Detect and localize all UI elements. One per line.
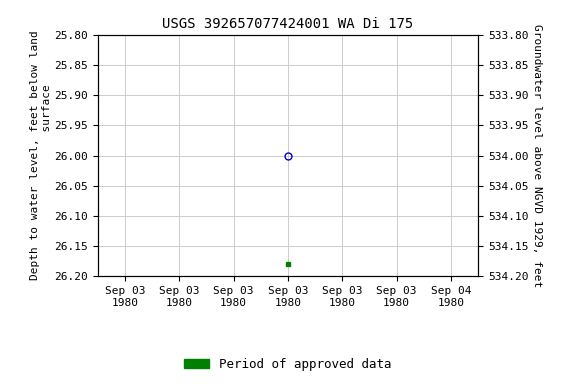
Y-axis label: Groundwater level above NGVD 1929, feet: Groundwater level above NGVD 1929, feet xyxy=(532,24,543,287)
Y-axis label: Depth to water level, feet below land
              surface: Depth to water level, feet below land su… xyxy=(30,31,52,280)
Legend: Period of approved data: Period of approved data xyxy=(179,353,397,376)
Title: USGS 392657077424001 WA Di 175: USGS 392657077424001 WA Di 175 xyxy=(162,17,414,31)
